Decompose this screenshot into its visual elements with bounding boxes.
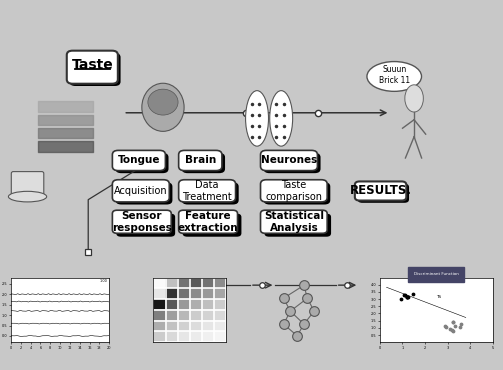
Ellipse shape: [148, 89, 178, 115]
Text: Sensor
responses: Sensor responses: [112, 211, 172, 233]
Text: Feature
extraction: Feature extraction: [178, 211, 238, 233]
Text: TS: TS: [436, 295, 442, 299]
Text: Neurones: Neurones: [261, 155, 317, 165]
Text: Statistical
Analysis: Statistical Analysis: [264, 211, 324, 233]
FancyBboxPatch shape: [265, 213, 331, 237]
FancyBboxPatch shape: [182, 182, 239, 205]
Point: [449, 319, 457, 325]
FancyBboxPatch shape: [179, 210, 237, 233]
Text: Acquisition: Acquisition: [114, 186, 167, 196]
Text: Brain: Brain: [185, 155, 216, 165]
Text: RESULTS.: RESULTS.: [350, 185, 411, 198]
Point: [441, 323, 449, 329]
Text: Taste: Taste: [71, 58, 113, 72]
FancyBboxPatch shape: [179, 180, 235, 202]
FancyBboxPatch shape: [261, 150, 317, 171]
Point: [448, 327, 456, 333]
Text: 1.00: 1.00: [99, 279, 107, 283]
Point: [456, 324, 464, 330]
FancyBboxPatch shape: [116, 213, 175, 237]
FancyBboxPatch shape: [183, 213, 241, 237]
Circle shape: [405, 85, 424, 112]
Text: Tongue: Tongue: [118, 155, 160, 165]
Text: Taste
comparison: Taste comparison: [266, 180, 322, 202]
Point: [449, 319, 457, 325]
Point: [403, 294, 411, 300]
FancyBboxPatch shape: [116, 182, 173, 205]
Point: [397, 296, 405, 302]
FancyBboxPatch shape: [261, 180, 327, 202]
FancyBboxPatch shape: [264, 153, 320, 173]
FancyBboxPatch shape: [11, 172, 44, 197]
Point: [403, 294, 411, 300]
Ellipse shape: [367, 61, 422, 91]
Ellipse shape: [9, 191, 47, 202]
FancyBboxPatch shape: [261, 210, 327, 233]
Point: [404, 293, 412, 299]
FancyBboxPatch shape: [355, 181, 406, 201]
FancyBboxPatch shape: [112, 180, 170, 202]
Point: [457, 321, 465, 327]
FancyBboxPatch shape: [116, 153, 169, 173]
FancyBboxPatch shape: [182, 153, 225, 173]
Point: [447, 326, 455, 332]
Ellipse shape: [270, 91, 293, 146]
Point: [442, 324, 450, 330]
FancyBboxPatch shape: [264, 182, 330, 205]
Point: [408, 292, 416, 297]
Ellipse shape: [142, 83, 184, 131]
FancyBboxPatch shape: [69, 53, 121, 86]
FancyBboxPatch shape: [112, 150, 165, 171]
Ellipse shape: [245, 91, 269, 146]
Point: [451, 323, 459, 329]
FancyBboxPatch shape: [112, 210, 171, 233]
Title: Discriminant Function: Discriminant Function: [414, 272, 459, 276]
FancyBboxPatch shape: [358, 184, 409, 203]
FancyBboxPatch shape: [67, 51, 118, 84]
Text: Data
Treatment: Data Treatment: [182, 180, 232, 202]
Text: Suuun
Brick 11: Suuun Brick 11: [379, 65, 410, 85]
Point: [449, 328, 457, 334]
Point: [400, 292, 408, 298]
Point: [401, 292, 409, 298]
FancyBboxPatch shape: [179, 150, 222, 171]
Point: [403, 294, 411, 300]
